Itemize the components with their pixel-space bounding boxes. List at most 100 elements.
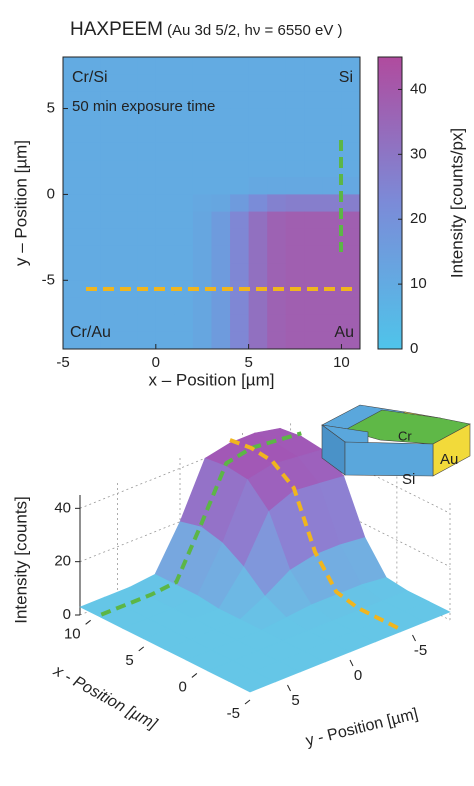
- heatmap-cell: [100, 297, 120, 316]
- z-axis-label: Intensity [counts]: [11, 496, 30, 624]
- heatmap-cell: [248, 331, 268, 350]
- heatmap-cell: [100, 91, 120, 110]
- heatmap-cell: [322, 57, 342, 75]
- heatmap-cell: [322, 314, 342, 333]
- heatmap-cell: [155, 331, 175, 350]
- heatmap-cell: [248, 177, 268, 195]
- heatmap-cell: [285, 314, 305, 333]
- heatmap-cell: [192, 297, 212, 316]
- heatmap-cell: [211, 331, 231, 350]
- heatmap-cell: [100, 142, 120, 161]
- heatmap-cell: [267, 297, 287, 316]
- heatmap-cell: [211, 194, 231, 213]
- heatmap-cell: [322, 211, 342, 230]
- heatmap-cell: [192, 125, 212, 144]
- x-tick: [244, 699, 251, 705]
- heatmap-cell: [304, 177, 324, 195]
- heatmap-cell: [192, 57, 212, 75]
- heatmap-cell: [174, 314, 194, 333]
- heatmap-cell: [304, 91, 324, 110]
- heatmap-cell: [63, 228, 83, 247]
- heatmap-cell: [155, 74, 175, 92]
- heatmap-cell: [137, 57, 157, 75]
- heatmap-cell: [174, 74, 194, 92]
- heatmap-cell: [100, 160, 120, 178]
- heatmap-cell: [155, 160, 175, 178]
- annotation: 50 min exposure time: [72, 98, 215, 115]
- x-axis-label: x - Position [µm]: [50, 662, 160, 733]
- chart-title: HAXPEEM: [70, 19, 163, 40]
- heatmap-cell: [118, 211, 138, 230]
- inset-label: Au: [440, 451, 458, 468]
- heatmap-cell: [155, 177, 175, 195]
- heatmap-cell: [174, 228, 194, 247]
- heatmap-cell: [285, 74, 305, 92]
- heatmap-cell: [81, 331, 101, 350]
- heatmap-cell: [174, 263, 194, 281]
- heatmap-cell: [230, 297, 250, 316]
- heatmap-cell: [248, 263, 268, 281]
- heatmap-cell: [248, 211, 268, 230]
- annotation: Cr/Si: [72, 69, 108, 86]
- heatmap-cell: [81, 91, 101, 110]
- x-tick-label: 0: [179, 678, 187, 695]
- heatmap-cell: [322, 91, 342, 110]
- heatmap-cell: [230, 91, 250, 110]
- heatmap-cell: [322, 263, 342, 281]
- heatmap-cell: [137, 177, 157, 195]
- colorbar-label: Intensity [counts/px]: [447, 128, 466, 278]
- heatmap-cell: [341, 194, 361, 213]
- heatmap-cell: [63, 263, 83, 281]
- heatmap-cell: [211, 57, 231, 75]
- heatmap-cell: [118, 74, 138, 92]
- heatmap-cell: [248, 314, 268, 333]
- heatmap-cell: [230, 177, 250, 195]
- heatmap-cell: [341, 177, 361, 195]
- x-tick: [191, 673, 198, 678]
- heatmap-cell: [322, 194, 342, 213]
- y-tick-label: 0: [354, 667, 362, 684]
- heatmap-cell: [285, 108, 305, 127]
- heatmap-cell: [322, 108, 342, 127]
- heatmap-cell: [341, 211, 361, 230]
- heatmap-cell: [137, 297, 157, 316]
- heatmap-cell: [118, 228, 138, 247]
- heatmap-cell: [341, 108, 361, 127]
- heatmap-cell: [285, 142, 305, 161]
- heatmap-cell: [285, 91, 305, 110]
- heatmap-cell: [155, 228, 175, 247]
- heatmap-cell: [155, 125, 175, 144]
- heatmap-cell: [155, 211, 175, 230]
- heatmap-cell: [211, 263, 231, 281]
- heatmap-cell: [192, 142, 212, 161]
- heatmap-cell: [81, 142, 101, 161]
- y-tick-label: 0: [47, 185, 55, 202]
- heatmap-cell: [81, 314, 101, 333]
- heatmap-cell: [341, 331, 361, 350]
- block-face: [344, 441, 434, 477]
- heatmap-cell: [174, 211, 194, 230]
- inset-label: Si: [402, 471, 415, 488]
- z-tick-label: 0: [63, 606, 71, 623]
- heatmap-cell: [267, 177, 287, 195]
- heatmap-cell: [211, 314, 231, 333]
- heatmap-cell: [341, 142, 361, 161]
- heatmap-cell: [192, 160, 212, 178]
- heatmap-cell: [267, 314, 287, 333]
- heatmap-cell: [155, 297, 175, 316]
- heatmap-cell: [341, 263, 361, 281]
- colorbar-tick-label: 40: [410, 80, 427, 97]
- heatmap-cell: [192, 177, 212, 195]
- heatmap-cell: [63, 57, 83, 75]
- heatmap-cell: [63, 142, 83, 161]
- heatmap-cell: [230, 211, 250, 230]
- heatmap-cell: [100, 177, 120, 195]
- colorbar-tick-label: 30: [410, 145, 427, 162]
- heatmap-cell: [341, 245, 361, 264]
- colorbar-tick-label: 10: [410, 275, 427, 292]
- heatmap-cell: [285, 125, 305, 144]
- heatmap-cell: [285, 211, 305, 230]
- heatmap-cell: [304, 194, 324, 213]
- heatmap-cell: [100, 228, 120, 247]
